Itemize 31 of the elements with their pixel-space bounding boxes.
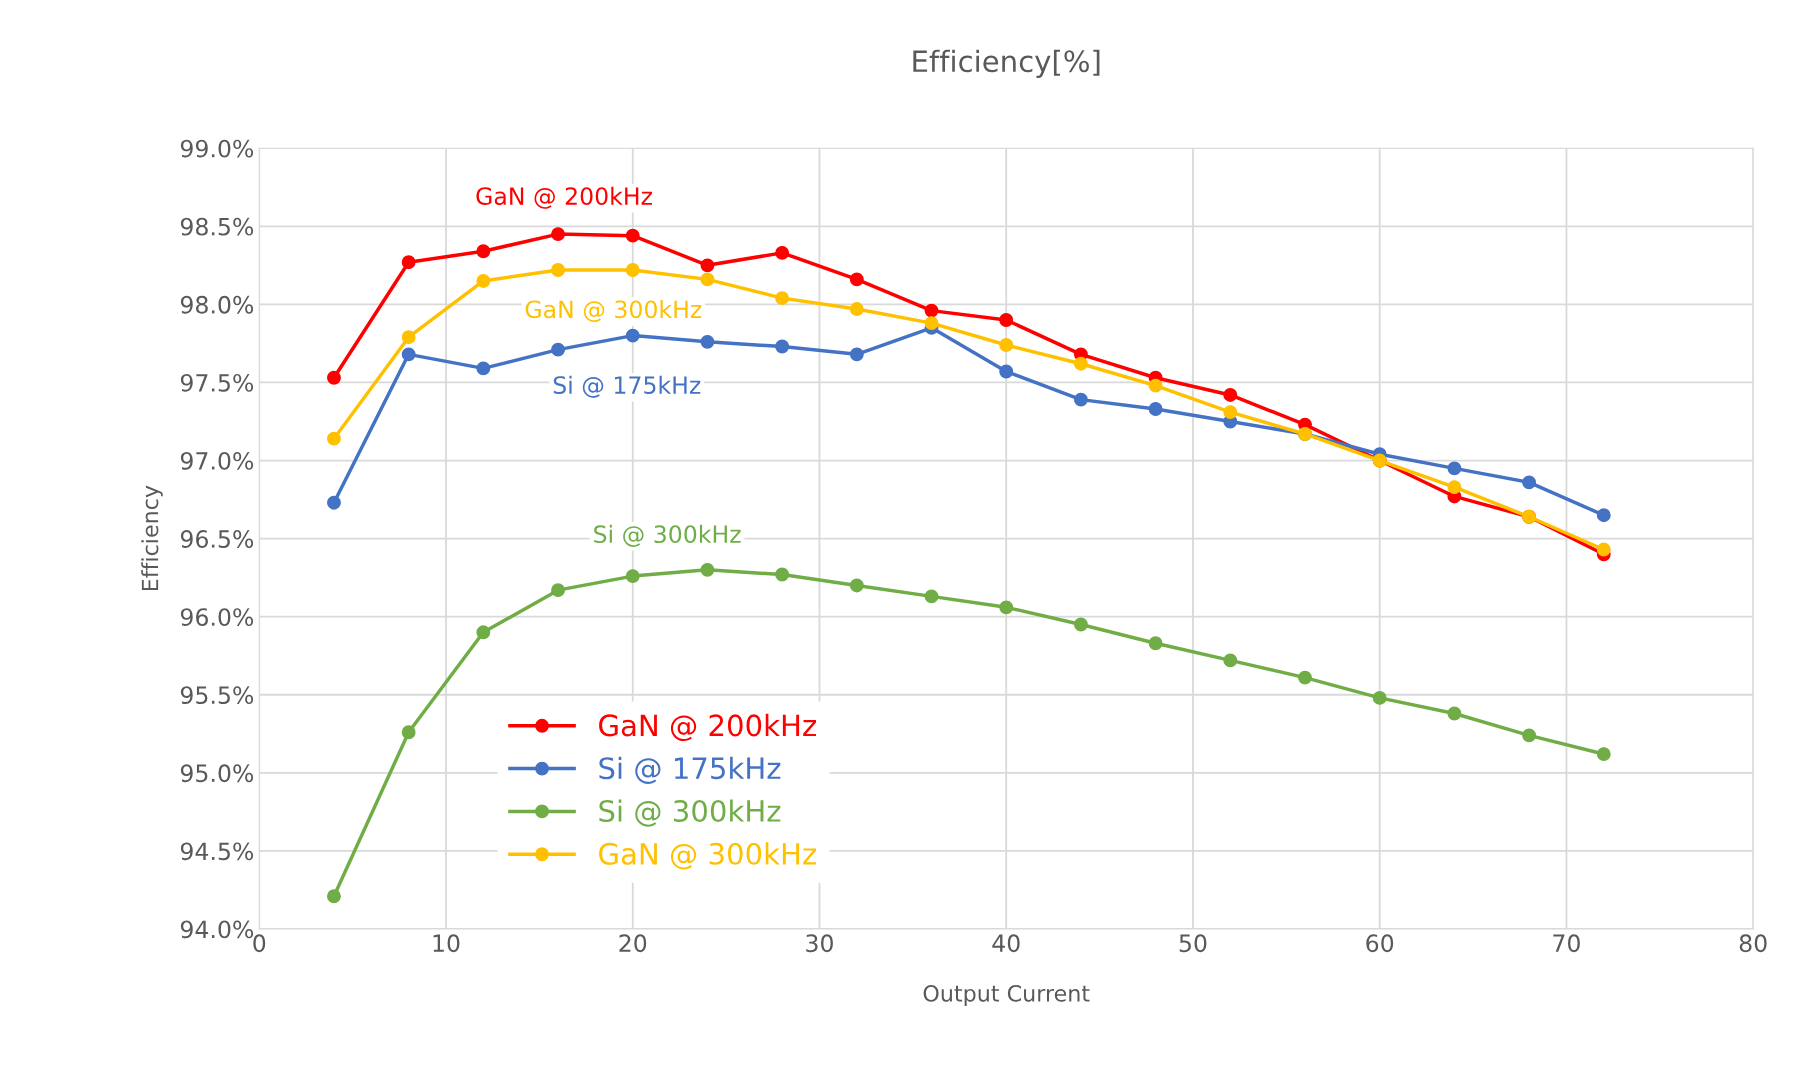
y-tick-label: 95.5% <box>180 686 254 705</box>
y-tick-label: 96.0% <box>180 608 254 626</box>
y-tick-label: 94.5% <box>180 842 254 861</box>
x-tick-label: 20 <box>619 934 647 953</box>
x-axis-title: Output Current <box>923 984 1090 1007</box>
x-tick-label: 0 <box>253 934 266 953</box>
y-tick-label: 98.0% <box>180 295 254 314</box>
x-tick-label: 60 <box>1366 934 1394 953</box>
chart-title: Efficiency[%] <box>913 49 1100 78</box>
x-tick-label: 50 <box>1179 934 1207 953</box>
x-tick-label: 40 <box>992 934 1020 953</box>
annotation: Si @ 175kHz <box>553 375 701 398</box>
annotation: GaN @ 200kHz <box>476 186 652 209</box>
x-tick-label: 80 <box>1739 934 1767 953</box>
y-tick-label: 95.0% <box>180 764 254 783</box>
legend-label: GaN @ 200kHz <box>599 713 816 742</box>
x-tick-label: 30 <box>806 934 833 953</box>
y-tick-label: 99.0% <box>180 139 254 158</box>
legend-label: Si @ 175kHz <box>599 756 781 784</box>
annotation: Si @ 300kHz <box>594 524 741 547</box>
y-tick-label: 96.5% <box>180 530 254 548</box>
legend-label: Si @ 300kHz <box>599 799 781 827</box>
y-tick-label: 97.5% <box>180 373 254 392</box>
x-tick-label: 70 <box>1553 934 1580 953</box>
y-tick-label: 94.0% <box>180 920 254 939</box>
y-tick-label: 98.5% <box>180 217 254 236</box>
annotation: GaN @ 300kHz <box>525 299 702 323</box>
legend-label: GaN @ 300kHz <box>599 842 816 870</box>
y-tick-label: 97.0% <box>180 451 254 470</box>
y-axis-title: Efficiency <box>141 485 163 591</box>
x-tick-label: 10 <box>433 934 460 953</box>
